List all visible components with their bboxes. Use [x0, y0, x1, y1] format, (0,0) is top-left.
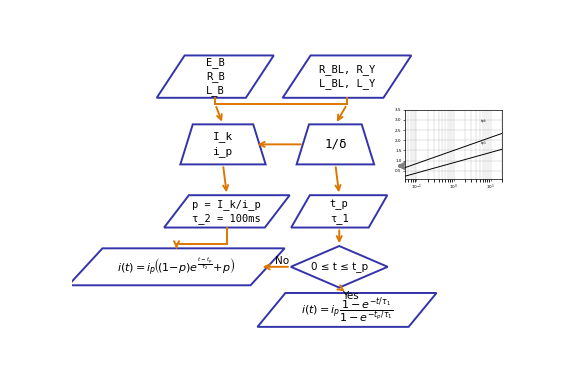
Text: $i(t)=i_p\!\left(\!(1\!-\!p)e^{\frac{t-t_p}{\tau_2}}\!+\!p\right)$: $i(t)=i_p\!\left(\!(1\!-\!p)e^{\frac{t-t…: [117, 256, 236, 277]
Polygon shape: [291, 246, 388, 287]
Polygon shape: [258, 293, 436, 327]
Polygon shape: [291, 195, 388, 228]
Text: 1/δ: 1/δ: [324, 138, 347, 151]
Text: R_BL, R_Y
L_BL, L_Y: R_BL, R_Y L_BL, L_Y: [319, 64, 375, 89]
Text: Yes: Yes: [342, 291, 359, 301]
Polygon shape: [181, 124, 266, 165]
Polygon shape: [68, 248, 285, 285]
Polygon shape: [283, 55, 411, 98]
Text: t_p
τ_1: t_p τ_1: [330, 199, 348, 224]
Text: No: No: [275, 256, 289, 266]
Text: 0 ≤ t ≤ t_p: 0 ≤ t ≤ t_p: [310, 261, 368, 272]
Polygon shape: [157, 55, 274, 98]
Polygon shape: [297, 124, 374, 165]
Text: $i(t)=i_p\dfrac{1-e^{-t/\tau_1}}{1-e^{-t_p/\tau_1}}$: $i(t)=i_p\dfrac{1-e^{-t/\tau_1}}{1-e^{-t…: [301, 295, 393, 325]
Text: E_B
R_B
L_B: E_B R_B L_B: [206, 57, 225, 96]
Text: I_k
i_p: I_k i_p: [213, 131, 233, 157]
Polygon shape: [164, 195, 290, 228]
Text: p = I_k/i_p
τ_2 = 100ms: p = I_k/i_p τ_2 = 100ms: [193, 199, 261, 224]
